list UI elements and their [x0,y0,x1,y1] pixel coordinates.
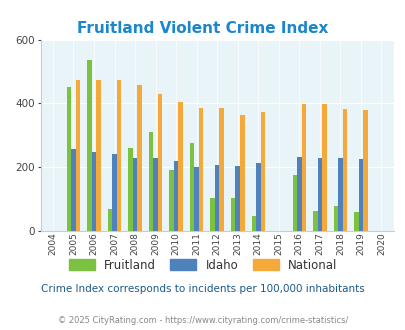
Bar [71,149,75,231]
Legend: Fruitland, Idaho, National: Fruitland, Idaho, National [65,255,340,275]
Bar [198,108,203,231]
Bar [158,94,162,231]
Bar [321,104,326,231]
Bar [301,104,305,231]
Bar [149,132,153,231]
Bar [137,85,141,231]
Bar [353,212,358,231]
Text: © 2025 CityRating.com - https://www.cityrating.com/crime-statistics/: © 2025 CityRating.com - https://www.city… [58,315,347,325]
Bar [256,163,260,231]
Bar [219,108,224,231]
Bar [107,209,112,231]
Bar [337,158,342,231]
Text: Crime Index corresponds to incidents per 100,000 inhabitants: Crime Index corresponds to incidents per… [41,284,364,294]
Bar [112,154,117,231]
Bar [169,170,173,231]
Bar [66,87,71,231]
Bar [190,143,194,231]
Bar [87,60,92,231]
Bar [317,158,321,231]
Bar [153,158,158,231]
Bar [96,80,100,231]
Bar [178,102,183,231]
Bar [362,110,367,231]
Bar [342,109,346,231]
Bar [230,197,235,231]
Bar [214,165,219,231]
Bar [333,206,337,231]
Bar [75,80,80,231]
Bar [251,216,256,231]
Bar [128,148,132,231]
Bar [235,166,239,231]
Text: Fruitland Violent Crime Index: Fruitland Violent Crime Index [77,21,328,36]
Bar [312,211,317,231]
Bar [260,112,264,231]
Bar [358,159,362,231]
Bar [210,197,214,231]
Bar [92,152,96,231]
Bar [239,115,244,231]
Bar [194,167,198,231]
Bar [132,158,137,231]
Bar [296,157,301,231]
Bar [292,175,296,231]
Bar [117,81,121,231]
Bar [173,161,178,231]
